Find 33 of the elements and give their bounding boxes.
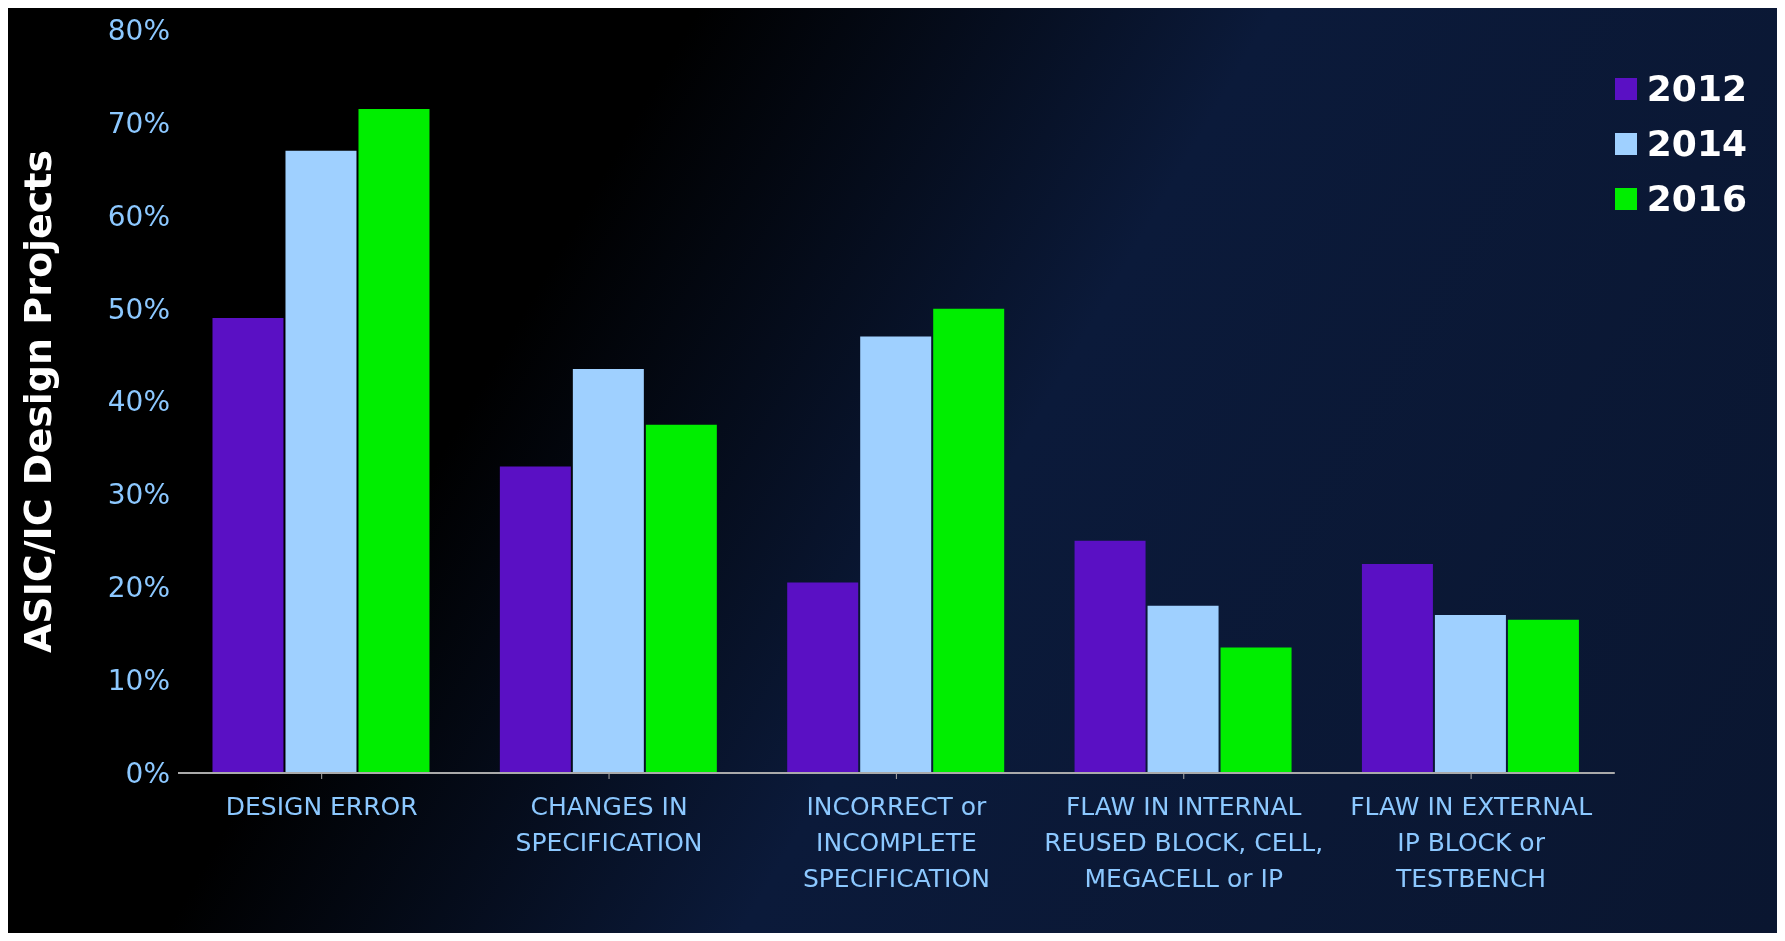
- legend-label: 2016: [1646, 178, 1747, 219]
- y-tick-label: 40%: [107, 385, 170, 419]
- legend-label: 2014: [1646, 123, 1747, 164]
- bar: [787, 582, 859, 773]
- bar: [645, 424, 717, 773]
- legend-label: 2012: [1646, 68, 1747, 109]
- y-tick-label: 0%: [125, 756, 170, 790]
- bar: [212, 317, 284, 773]
- x-tick-label: FLAW IN INTERNAL REUSED BLOCK, CELL, MEGACELL or IP: [1044, 792, 1324, 893]
- bar: [358, 108, 430, 773]
- bar: [1361, 564, 1433, 773]
- bar: [285, 150, 357, 773]
- bar: [860, 336, 932, 773]
- x-tick-label: DESIGN ERROR: [225, 792, 418, 821]
- bar: [572, 368, 644, 773]
- y-tick-label: 60%: [107, 199, 170, 233]
- x-tick-label: FLAW IN EXTERNAL IP BLOCK or TESTBENCH: [1350, 792, 1593, 893]
- y-tick-label: 30%: [107, 478, 170, 512]
- y-tick-label: 80%: [107, 13, 170, 47]
- bar: [499, 466, 571, 773]
- x-tick-label: INCORRECT or INCOMPLETE SPECIFICATION: [802, 792, 990, 893]
- y-axis-title: ASIC/IC Design Projects: [16, 149, 61, 654]
- y-tick-label: 50%: [107, 292, 170, 326]
- bar: [1220, 647, 1292, 773]
- y-tick-label: 10%: [107, 664, 170, 698]
- y-tick-label: 20%: [107, 571, 170, 605]
- y-tick-label: 70%: [107, 106, 170, 140]
- bar: [933, 308, 1005, 773]
- bar: [1074, 540, 1146, 773]
- bar: [1147, 605, 1219, 773]
- bar: [1434, 615, 1506, 773]
- x-tick-label: CHANGES IN SPECIFICATION: [515, 792, 703, 857]
- bar: [1507, 619, 1579, 773]
